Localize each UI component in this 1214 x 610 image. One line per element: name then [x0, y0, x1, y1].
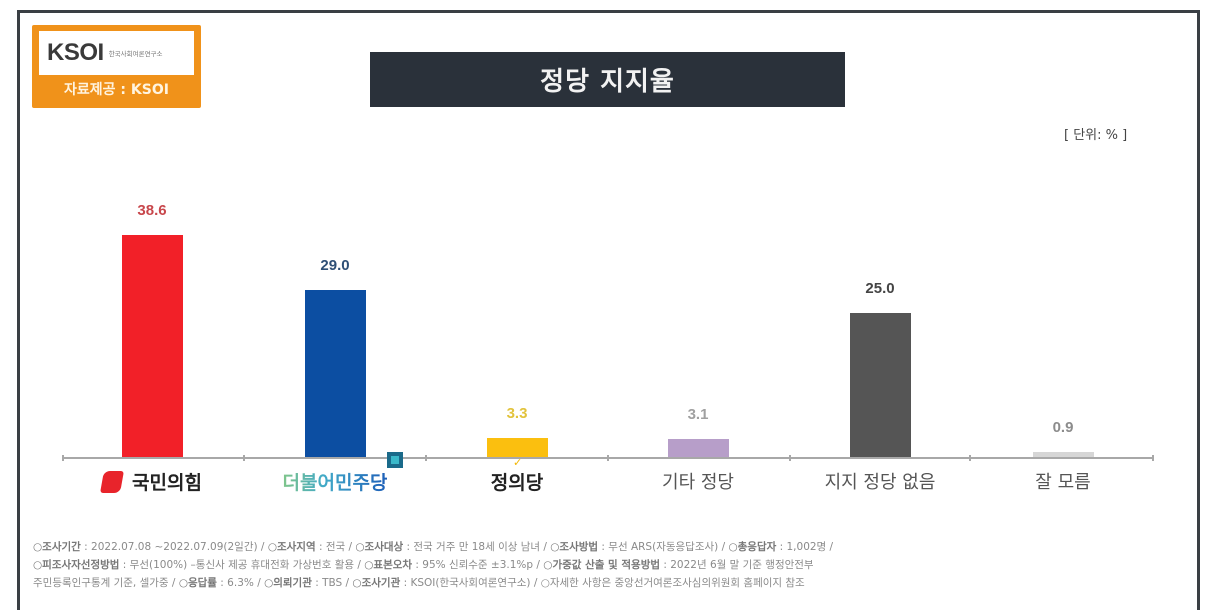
bar-0	[122, 235, 183, 457]
logo-subtitle: 한국사회여론연구소	[108, 50, 163, 58]
survey-footnote: ○조사기간 : 2022.07.08 ~2022.07.09(2일간) / ○조…	[33, 538, 1183, 592]
footnote-line-2: ○피조사자선정방법 : 무선(100%) –통신사 제공 휴대전화 가상번호 활…	[33, 559, 814, 571]
logo-inner: KSOI 한국사회여론연구소	[39, 31, 194, 75]
ppp-logo-icon	[100, 470, 124, 493]
democratic-party-logo-icon	[387, 452, 403, 468]
x-axis-tick	[425, 455, 427, 461]
x-axis-tick	[62, 455, 64, 461]
logo-caption: 자료제공 : KSOI	[64, 82, 169, 98]
footnote-line-1: ○조사기간 : 2022.07.08 ~2022.07.09(2일간) / ○조…	[33, 541, 834, 553]
category-label-0: 국민의힘	[62, 468, 242, 495]
bar-5	[1033, 452, 1094, 457]
ksoi-logo: KSOI 한국사회여론연구소 자료제공 : KSOI	[32, 25, 201, 108]
category-label-1: 더불어민주당	[282, 472, 388, 494]
bar-3	[668, 439, 729, 457]
value-label-4: 25.0	[865, 280, 895, 297]
footnote-line-3: 주민등록인구통계 기준, 셀가중 / ○응답률 : 6.3% / ○의뢰기관 :…	[33, 577, 805, 589]
x-axis-tick	[1152, 455, 1154, 461]
value-label-5: 0.9	[1052, 419, 1074, 436]
x-axis-tick	[607, 455, 609, 461]
chart-frame	[17, 10, 1200, 610]
category-label-2: 정의당	[490, 472, 544, 494]
bar-1	[305, 290, 366, 457]
bar-2	[487, 438, 548, 457]
chart-title: 정당 지지율	[370, 52, 845, 107]
category-label-4: 지지 정당 없음	[824, 472, 936, 493]
unit-label: [ 단위: % ]	[1064, 128, 1128, 143]
x-axis-tick	[789, 455, 791, 461]
logo-brand: KSOI	[47, 39, 104, 66]
x-axis-tick	[969, 455, 971, 461]
value-label-0: 38.6	[137, 202, 167, 219]
value-label-1: 29.0	[320, 257, 350, 274]
value-label-3: 3.1	[687, 406, 709, 423]
value-label-2: 3.3	[506, 405, 528, 422]
justice-party-logo-icon: ✓	[513, 456, 523, 469]
category-label-5: 잘 모름	[1035, 472, 1091, 493]
bar-4	[850, 313, 911, 457]
x-axis-tick	[243, 455, 245, 461]
category-label-3: 기타 정당	[662, 472, 734, 493]
